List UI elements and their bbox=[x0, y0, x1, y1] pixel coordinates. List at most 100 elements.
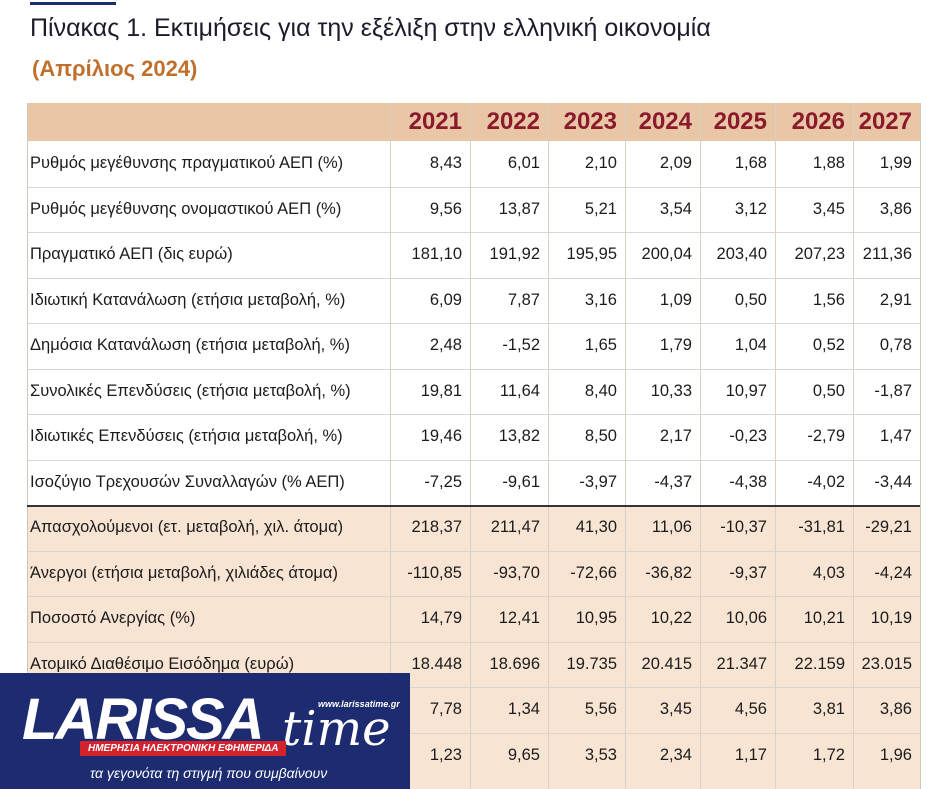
cell-value: 1,65 bbox=[584, 336, 617, 355]
row-label: Συνολικές Επενδύσεις (ετήσια μεταβολή, %… bbox=[30, 381, 351, 400]
cell-value: 207,23 bbox=[794, 245, 845, 264]
cell-value: 1,96 bbox=[879, 745, 912, 764]
cell-value: -93,70 bbox=[493, 563, 540, 582]
cell-value: 1,34 bbox=[507, 700, 540, 719]
cell-value: -9,61 bbox=[502, 472, 540, 491]
cell-value: -31,81 bbox=[798, 518, 845, 537]
column-header: 2024 bbox=[638, 108, 692, 135]
row-label: Πραγματικό ΑΕΠ (δις ευρώ) bbox=[30, 245, 233, 264]
cell-value: 3,12 bbox=[734, 199, 767, 218]
column-header: 2027 bbox=[858, 108, 912, 135]
cell-value: 18.696 bbox=[489, 654, 540, 673]
cell-value: 12,41 bbox=[498, 609, 540, 628]
row-line bbox=[27, 641, 920, 643]
cell-value: 1,72 bbox=[812, 745, 845, 764]
cell-value: -2,79 bbox=[807, 427, 845, 446]
cell-value: 8,43 bbox=[429, 154, 462, 173]
cell-value: 10,19 bbox=[870, 609, 912, 628]
cell-value: 0,78 bbox=[879, 336, 912, 355]
cell-value: 9,56 bbox=[429, 199, 462, 218]
cell-value: 22.159 bbox=[794, 654, 845, 673]
logo-script: time bbox=[282, 701, 391, 757]
cell-value: 1,04 bbox=[734, 336, 767, 355]
cell-value: 2,48 bbox=[429, 336, 462, 355]
cell-value: -29,21 bbox=[865, 518, 912, 537]
row-line bbox=[27, 323, 920, 324]
cell-value: -7,25 bbox=[424, 472, 462, 491]
header-background bbox=[27, 103, 920, 141]
cell-value: 3,53 bbox=[584, 745, 617, 764]
row-label: Ισοζύγιο Τρεχουσών Συναλλαγών (% ΑΕΠ) bbox=[30, 472, 345, 491]
logo-banner: ΗΜΕΡΗΣΙΑ ΗΛΕΚΤΡΟΝΙΚΗ ΕΦΗΜΕΡΙΔΑ bbox=[80, 741, 287, 756]
cell-value: 0,50 bbox=[734, 290, 767, 309]
cell-value: 4,56 bbox=[734, 700, 767, 719]
cell-value: -10,37 bbox=[720, 518, 767, 537]
cell-value: 195,95 bbox=[566, 245, 617, 264]
row-label: Ιδιωτική Κατανάλωση (ετήσια μεταβολή, %) bbox=[30, 290, 346, 309]
logo: LARISSA time www.larissatime.gr ΗΜΕΡΗΣΙΑ… bbox=[0, 673, 410, 789]
cell-value: -9,37 bbox=[729, 563, 767, 582]
column-line bbox=[390, 103, 391, 789]
cell-value: -3,97 bbox=[579, 472, 617, 491]
cell-value: 14,79 bbox=[420, 609, 462, 628]
cell-value: 3,86 bbox=[879, 199, 912, 218]
row-label: Ιδιωτικές Επενδύσεις (ετήσια μεταβολή, %… bbox=[30, 427, 343, 446]
cell-value: 10,06 bbox=[725, 609, 767, 628]
cell-value: 10,21 bbox=[803, 609, 845, 628]
cell-value: 1,88 bbox=[812, 154, 845, 173]
cell-value: 9,65 bbox=[507, 745, 540, 764]
cell-value: 23.015 bbox=[861, 654, 912, 673]
cell-value: 5,56 bbox=[584, 700, 617, 719]
cell-value: 200,04 bbox=[641, 245, 692, 264]
cell-value: 2,34 bbox=[659, 745, 692, 764]
cell-value: -4,24 bbox=[874, 563, 912, 582]
column-line bbox=[625, 103, 626, 789]
cell-value: 0,52 bbox=[812, 336, 845, 355]
cell-value: -3,44 bbox=[874, 472, 912, 491]
title: Πίνακας 1. Εκτιμήσεις για την εξέλιξη στ… bbox=[30, 14, 711, 42]
cell-value: 181,10 bbox=[411, 245, 462, 264]
cell-value: 2,09 bbox=[659, 154, 692, 173]
column-header: 2026 bbox=[791, 108, 845, 135]
column-header: 2022 bbox=[486, 108, 540, 135]
row-label: Απασχολούμενοι (ετ. μεταβολή, χιλ. άτομα… bbox=[30, 518, 344, 537]
cell-value: 1,68 bbox=[734, 154, 767, 173]
cell-value: 13,82 bbox=[498, 427, 540, 446]
row-label: Ρυθμός μεγέθυνσης πραγματικού ΑΕΠ (%) bbox=[30, 154, 344, 173]
column-line bbox=[470, 103, 471, 789]
cell-value: -1,52 bbox=[502, 336, 540, 355]
cell-value: 3,86 bbox=[879, 700, 912, 719]
cell-value: 211,36 bbox=[862, 245, 912, 264]
cell-value: 3,54 bbox=[659, 199, 692, 218]
cell-value: 10,22 bbox=[650, 609, 692, 628]
cell-value: 6,01 bbox=[507, 154, 540, 173]
row-line bbox=[27, 732, 920, 734]
row-line bbox=[27, 368, 920, 370]
cell-value: 3,45 bbox=[812, 199, 845, 218]
cell-value: 2,91 bbox=[879, 290, 912, 309]
logo-tagline: τα γεγονότα τη στιγμή που συμβαίνουν bbox=[90, 765, 328, 781]
top-rule bbox=[30, 2, 116, 5]
cell-value: 211,47 bbox=[490, 518, 540, 537]
cell-value: 1,47 bbox=[879, 427, 912, 446]
row-label: Δημόσια Κατανάλωση (ετήσια μεταβολή, %) bbox=[30, 336, 350, 355]
column-header: 2021 bbox=[408, 108, 462, 135]
cell-value: 2,10 bbox=[584, 154, 617, 173]
cell-value: 3,81 bbox=[812, 700, 845, 719]
cell-value: 0,50 bbox=[812, 381, 845, 400]
cell-value: 10,97 bbox=[725, 381, 767, 400]
row-label: Ποσοστό Ανεργίας (%) bbox=[30, 609, 196, 628]
row-line bbox=[27, 687, 920, 688]
cell-value: 7,78 bbox=[429, 700, 462, 719]
column-line bbox=[700, 103, 701, 789]
cell-value: 11,64 bbox=[499, 381, 540, 400]
cell-value: 1,23 bbox=[429, 745, 462, 764]
cell-value: 10,95 bbox=[575, 609, 617, 628]
cell-value: 8,40 bbox=[584, 381, 617, 400]
column-header: 2023 bbox=[563, 108, 617, 135]
row-line bbox=[27, 550, 920, 552]
cell-value: 2,17 bbox=[659, 427, 692, 446]
cell-value: 11,06 bbox=[651, 518, 692, 537]
